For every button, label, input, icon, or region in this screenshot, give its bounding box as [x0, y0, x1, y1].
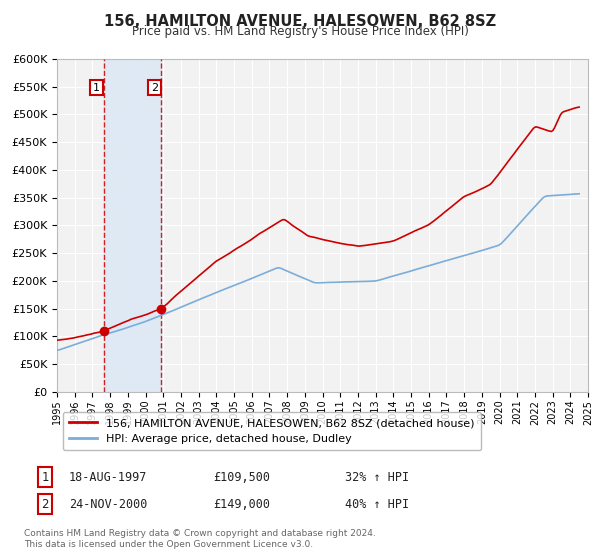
Text: 1: 1 [41, 470, 49, 484]
Text: 32% ↑ HPI: 32% ↑ HPI [345, 470, 409, 484]
Text: 2: 2 [151, 83, 158, 92]
Bar [104, 59, 161, 392]
Text: £149,000: £149,000 [213, 497, 270, 511]
Legend: 156, HAMILTON AVENUE, HALESOWEN, B62 8SZ (detached house), HPI: Average price, d: 156, HAMILTON AVENUE, HALESOWEN, B62 8SZ… [62, 412, 481, 450]
Text: 18-AUG-1997: 18-AUG-1997 [69, 470, 148, 484]
Text: 24-NOV-2000: 24-NOV-2000 [69, 497, 148, 511]
Text: 2: 2 [41, 497, 49, 511]
Text: Contains HM Land Registry data © Crown copyright and database right 2024.: Contains HM Land Registry data © Crown c… [24, 529, 376, 538]
Text: 1: 1 [93, 83, 100, 92]
Text: 40% ↑ HPI: 40% ↑ HPI [345, 497, 409, 511]
Text: 156, HAMILTON AVENUE, HALESOWEN, B62 8SZ: 156, HAMILTON AVENUE, HALESOWEN, B62 8SZ [104, 14, 496, 29]
Text: This data is licensed under the Open Government Licence v3.0.: This data is licensed under the Open Gov… [24, 540, 313, 549]
Text: £109,500: £109,500 [213, 470, 270, 484]
Text: Price paid vs. HM Land Registry's House Price Index (HPI): Price paid vs. HM Land Registry's House … [131, 25, 469, 38]
